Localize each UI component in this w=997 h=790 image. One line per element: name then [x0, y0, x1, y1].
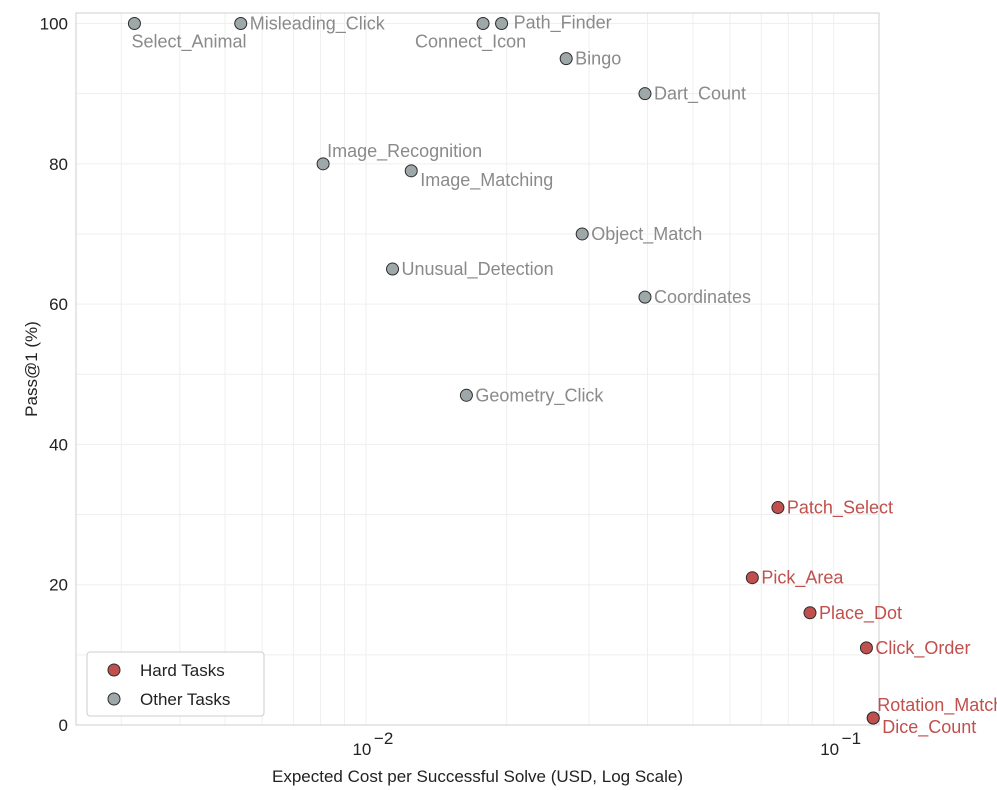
legend-marker-hard-tasks: [107, 663, 121, 677]
label-pick-area: Pick_Area: [761, 568, 844, 589]
point-dart-count: [638, 87, 652, 101]
label-image-matching: Image_Matching: [420, 170, 553, 191]
data-points: [127, 17, 880, 725]
point-object-match: [575, 227, 589, 241]
y-tick-label: 80: [49, 155, 68, 174]
label-connect-icon: Connect_Icon: [415, 32, 526, 53]
label-misleading-click: Misleading_Click: [250, 14, 386, 35]
legend-label-hard-tasks: Hard Tasks: [140, 661, 225, 680]
label-object-match: Object_Match: [591, 224, 702, 245]
point-coordinates: [638, 290, 652, 304]
label-geometry-click: Geometry_Click: [475, 385, 604, 406]
label-bingo: Bingo: [575, 49, 621, 69]
point-misleading-click: [234, 17, 248, 31]
legend-box: [86, 651, 265, 717]
point-unusual-detection: [386, 262, 400, 276]
label-patch-select: Patch_Select: [787, 498, 893, 519]
label-click-order: Click_Order: [875, 638, 970, 659]
label-rotation-match: Rotation_Match: [877, 695, 997, 716]
plot-background: [76, 13, 879, 725]
y-axis-title: Pass@1 (%): [22, 321, 41, 417]
point-connect-icon: [476, 17, 490, 31]
y-tick-label: 100: [40, 15, 68, 34]
x-tick-exponent: −2: [374, 729, 393, 748]
y-tick-label: 60: [49, 295, 68, 314]
point-image-recognition: [316, 157, 330, 171]
label-dice-count: Dice_Count: [882, 717, 976, 738]
x-axis-title: Expected Cost per Successful Solve (USD,…: [272, 767, 683, 786]
y-tick-label: 40: [49, 435, 68, 454]
point-click-order: [859, 641, 873, 655]
point-select-animal: [127, 17, 141, 31]
legend-label-other-tasks: Other Tasks: [140, 690, 230, 709]
label-image-recognition: Image_Recognition: [327, 141, 482, 162]
x-tick-label: 10: [352, 740, 371, 759]
point-path-finder: [495, 17, 509, 31]
label-place-dot: Place_Dot: [819, 603, 902, 624]
y-tick-label: 20: [49, 576, 68, 595]
point-geometry-click: [459, 388, 473, 402]
legend: Hard Tasks Other Tasks: [86, 651, 265, 717]
label-path-finder: Path_Finder: [514, 13, 612, 34]
point-pick-area: [745, 571, 759, 585]
label-select-animal: Select_Animal: [131, 32, 246, 53]
point-patch-select: [771, 501, 785, 515]
point-bingo: [559, 52, 573, 66]
point-image-matching: [404, 164, 418, 178]
x-tick-exponent: −1: [842, 729, 861, 748]
point-place-dot: [803, 606, 817, 620]
label-dart-count: Dart_Count: [654, 84, 746, 105]
legend-marker-other-tasks: [107, 692, 121, 706]
label-unusual-detection: Unusual_Detection: [402, 259, 554, 280]
plot-border: [75, 12, 880, 726]
label-coordinates: Coordinates: [654, 287, 751, 307]
y-tick-label: 0: [59, 716, 68, 735]
x-tick-label: 10: [820, 740, 839, 759]
grid-lines: [76, 13, 879, 725]
point-dice-count: [866, 711, 880, 725]
